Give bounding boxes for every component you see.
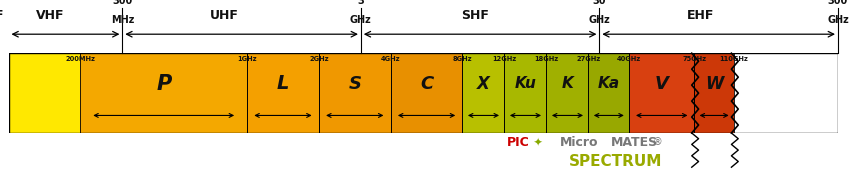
Text: GHz: GHz: [827, 15, 849, 25]
Text: VHF: VHF: [0, 9, 4, 22]
Text: S: S: [348, 74, 362, 93]
Bar: [629, 53, 694, 133]
Text: 8GHz: 8GHz: [452, 56, 472, 62]
Text: MATES: MATES: [611, 136, 658, 149]
Text: 40GHz: 40GHz: [617, 56, 641, 62]
Text: 27GHz: 27GHz: [576, 56, 600, 62]
Text: V: V: [655, 74, 669, 93]
Text: ®: ®: [652, 138, 662, 147]
Bar: [463, 53, 504, 133]
Text: P: P: [156, 74, 171, 93]
Text: Ka: Ka: [598, 76, 620, 91]
Text: 2GHz: 2GHz: [309, 56, 328, 62]
Text: 200MHz: 200MHz: [65, 56, 96, 62]
Text: C: C: [420, 74, 433, 93]
Bar: [694, 53, 734, 133]
Text: ✦: ✦: [530, 138, 547, 147]
Text: K: K: [562, 76, 574, 91]
Text: GHz: GHz: [350, 15, 372, 25]
Text: SPECTRUM: SPECTRUM: [569, 154, 662, 169]
Text: 18GHz: 18GHz: [534, 56, 558, 62]
Text: X: X: [477, 74, 490, 93]
Bar: [80, 53, 247, 133]
Text: Ku: Ku: [515, 76, 536, 91]
Text: 1GHz: 1GHz: [237, 56, 256, 62]
Bar: [9, 53, 80, 133]
Text: 300: 300: [112, 0, 133, 6]
Text: 75GHz: 75GHz: [682, 56, 706, 62]
Text: PIC: PIC: [507, 136, 530, 149]
Text: EHF: EHF: [687, 9, 715, 22]
Text: SHF: SHF: [461, 9, 488, 22]
Bar: [319, 53, 391, 133]
Bar: [588, 53, 629, 133]
Text: 3: 3: [357, 0, 364, 6]
Bar: [247, 53, 319, 133]
Text: GHz: GHz: [588, 15, 610, 25]
Text: 4GHz: 4GHz: [380, 56, 400, 62]
Text: 110GHz: 110GHz: [720, 56, 748, 62]
Text: 30: 30: [593, 0, 606, 6]
Text: MHz: MHz: [110, 15, 134, 25]
Bar: [546, 53, 588, 133]
Text: 12GHz: 12GHz: [492, 56, 516, 62]
Text: UHF: UHF: [209, 9, 239, 22]
Text: W: W: [705, 74, 723, 93]
Bar: [391, 53, 463, 133]
Text: L: L: [277, 74, 289, 93]
Text: Micro: Micro: [560, 136, 598, 149]
Text: VHF: VHF: [36, 9, 65, 22]
Bar: [504, 53, 546, 133]
Text: 300: 300: [828, 0, 848, 6]
